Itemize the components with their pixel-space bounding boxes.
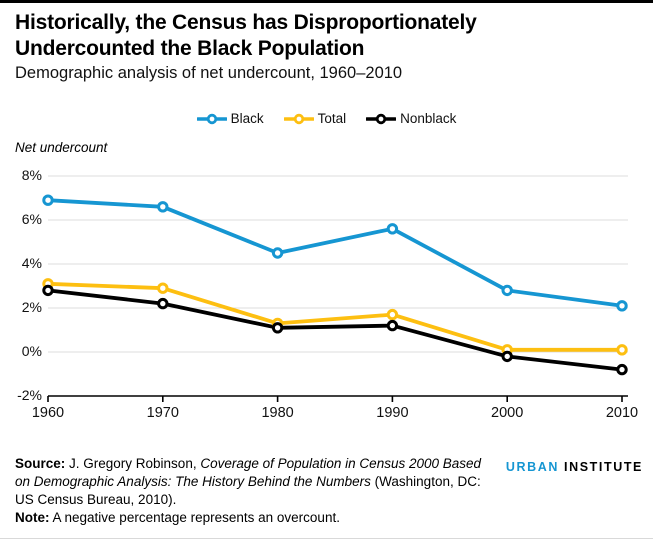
chart-title: Historically, the Census has Disproporti… bbox=[15, 11, 477, 60]
data-point-nonblack-1980 bbox=[271, 322, 284, 334]
chart-legend: Black Total Nonblack bbox=[0, 111, 653, 126]
y-tick-label: 6% bbox=[21, 211, 42, 227]
x-tick-label: 1960 bbox=[31, 405, 65, 421]
legend-marker-icon bbox=[196, 113, 227, 124]
legend-label: Nonblack bbox=[400, 111, 457, 126]
note-label: Note: bbox=[15, 509, 50, 525]
data-line-total bbox=[46, 281, 624, 352]
source-title-italic: Coverage of Population in Census 2000 Ba… bbox=[15, 456, 482, 489]
logo-word-institute: INSTITUTE bbox=[564, 460, 643, 474]
legend-label: Total bbox=[317, 111, 347, 126]
source-publisher: (Washington, DC: US Census Bureau, 2010)… bbox=[15, 473, 481, 507]
x-tick-label: 1970 bbox=[146, 405, 179, 421]
x-tick-label: 1980 bbox=[261, 405, 294, 421]
data-point-nonblack-2010 bbox=[616, 363, 628, 376]
legend-item-total: Total bbox=[283, 111, 347, 126]
x-tick-label: 2000 bbox=[491, 405, 524, 421]
x-tick-label: 1990 bbox=[376, 405, 409, 421]
data-line-nonblack bbox=[46, 288, 624, 372]
y-tick-label: 4% bbox=[21, 255, 42, 271]
y-tick-label: 0% bbox=[21, 343, 42, 359]
source-note: Source: J. Gregory Robinson, Coverage of… bbox=[15, 455, 485, 527]
legend-marker-icon bbox=[366, 113, 397, 124]
data-point-black-1990 bbox=[386, 223, 399, 235]
urban-institute-logo: URBAN INSTITUTE bbox=[506, 460, 643, 474]
data-point-total-1970 bbox=[157, 282, 169, 294]
data-point-black-2000 bbox=[501, 284, 513, 297]
logo-word-urban: URBAN bbox=[505, 460, 560, 474]
data-point-total-2010 bbox=[616, 344, 628, 356]
y-tick-label: 8% bbox=[21, 167, 42, 183]
data-point-black-1980 bbox=[271, 247, 284, 259]
data-point-nonblack-2000 bbox=[501, 350, 513, 363]
data-point-total-1990 bbox=[386, 308, 399, 321]
data-line-black bbox=[46, 198, 624, 308]
legend-marker-icon bbox=[283, 113, 314, 124]
data-point-black-1970 bbox=[157, 201, 169, 213]
chart-subtitle: Demographic analysis of net undercount, … bbox=[15, 64, 403, 82]
legend-item-black: Black bbox=[196, 111, 264, 126]
data-point-nonblack-1960 bbox=[42, 284, 54, 297]
data-point-nonblack-1990 bbox=[386, 319, 399, 332]
line-chart-plot bbox=[42, 175, 628, 402]
y-tick-label: -2% bbox=[17, 387, 42, 403]
data-point-nonblack-1970 bbox=[157, 297, 169, 310]
legend-label: Black bbox=[230, 111, 264, 126]
x-tick-label: 2010 bbox=[605, 405, 639, 421]
y-axis-title: Net undercount bbox=[15, 140, 108, 155]
legend-item-nonblack: Nonblack bbox=[366, 111, 456, 126]
data-point-black-1960 bbox=[42, 194, 54, 206]
source-label: Source: bbox=[15, 456, 66, 471]
y-tick-label: 2% bbox=[21, 299, 42, 315]
note-text: A negative percentage represents an over… bbox=[49, 509, 340, 525]
data-point-black-2010 bbox=[616, 300, 628, 312]
source-author: J. Gregory Robinson, bbox=[65, 456, 201, 471]
